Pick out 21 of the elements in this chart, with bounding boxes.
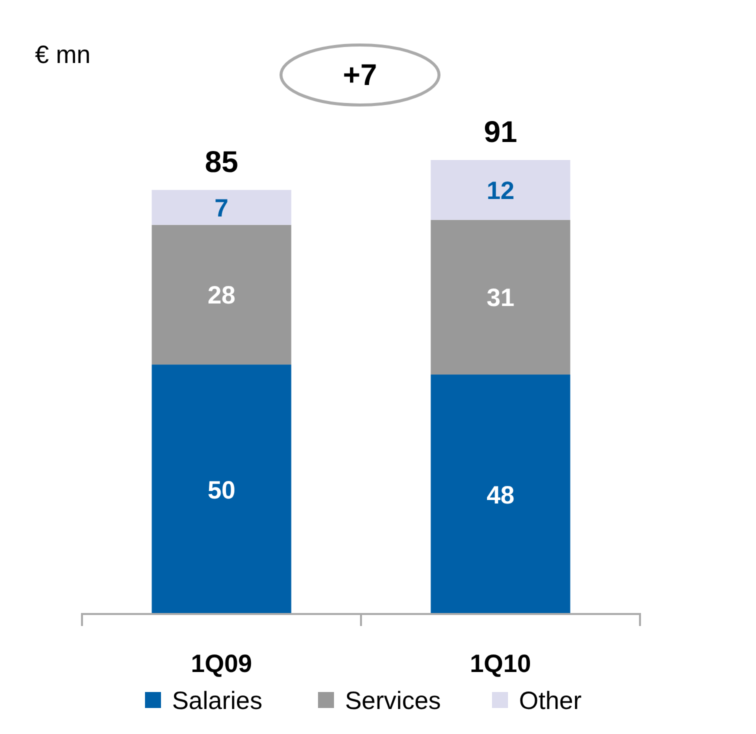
bar	[430, 220, 570, 375]
legend-label: Other	[519, 687, 582, 715]
bar	[430, 160, 570, 220]
legend-label: Salaries	[172, 687, 262, 715]
data-label: 48	[486, 481, 514, 510]
data-label: 12	[486, 176, 514, 205]
y-axis-title: € mn	[35, 41, 91, 69]
bar	[152, 190, 292, 225]
legend-label: Services	[345, 687, 441, 715]
total-label: 91	[484, 116, 518, 149]
bar	[152, 364, 292, 614]
bar	[430, 374, 570, 614]
total-label: 85	[204, 146, 238, 179]
x-tick-label: 1Q10	[470, 650, 532, 678]
x-tick-label: 1Q09	[190, 650, 252, 678]
data-label: 31	[486, 284, 514, 312]
data-label: 28	[208, 282, 236, 310]
text: +7	[342, 59, 378, 92]
data-label: 50	[208, 476, 236, 504]
data-label: 7	[214, 194, 228, 222]
bar	[152, 224, 292, 365]
